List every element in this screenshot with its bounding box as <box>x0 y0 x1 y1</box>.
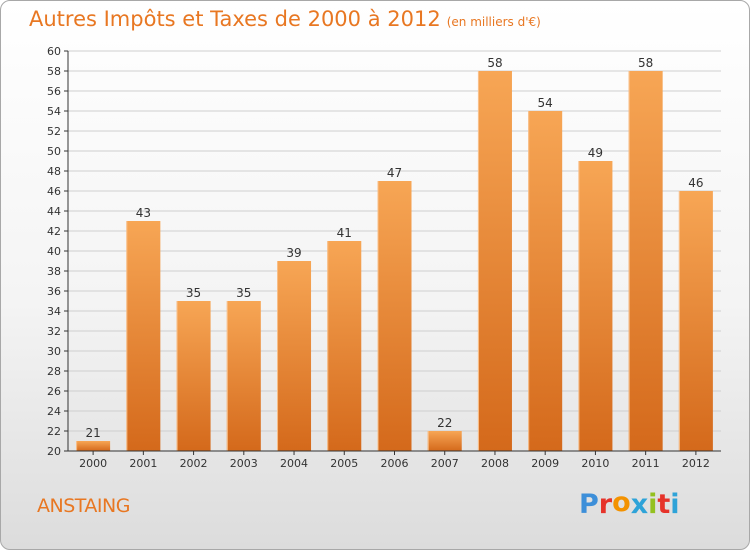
y-tick-label: 52 <box>47 125 61 138</box>
data-label-2004: 39 <box>286 246 301 260</box>
y-tick-label: 58 <box>47 65 61 78</box>
bars <box>76 71 713 451</box>
y-tick-label: 20 <box>47 445 61 458</box>
y-tick-label: 26 <box>47 385 61 398</box>
data-label-2008: 58 <box>487 56 502 70</box>
x-tick-label-2008: 2008 <box>481 457 509 470</box>
x-tick-label-2005: 2005 <box>330 457 358 470</box>
data-labels: 21 43 35 35 39 41 47 22 58 54 49 58 46 <box>85 56 703 440</box>
chart-title: Autres Impôts et Taxes de 2000 à 2012 (en… <box>29 7 541 31</box>
x-tick-label-2010: 2010 <box>581 457 609 470</box>
logo-letter: r <box>598 489 613 520</box>
x-tick-label-2002: 2002 <box>180 457 208 470</box>
x-tick-label-2012: 2012 <box>682 457 710 470</box>
x-tick-label-2006: 2006 <box>381 457 409 470</box>
bar-2012 <box>678 191 713 451</box>
data-label-2001: 43 <box>136 206 151 220</box>
bar-2004 <box>277 261 312 451</box>
y-tick-label: 48 <box>47 165 61 178</box>
bar-2005 <box>327 241 362 451</box>
bar-2010 <box>578 161 613 451</box>
logo-letter: o <box>612 487 631 518</box>
x-tick-label-2000: 2000 <box>79 457 107 470</box>
y-tick-label: 46 <box>47 185 61 198</box>
data-label-2000: 21 <box>85 426 100 440</box>
y-tick-label: 54 <box>47 105 61 118</box>
x-tick-label-2011: 2011 <box>632 457 660 470</box>
x-tick-label-2003: 2003 <box>230 457 258 470</box>
y-tick-label: 34 <box>47 305 61 318</box>
axes: 20 22 24 26 28 30 32 34 36 38 40 42 44 46 48 50 52 54 56 58… <box>47 45 721 470</box>
bar-2008 <box>477 71 512 451</box>
chart-title-text: Autres Impôts et Taxes de 2000 à 2012 <box>29 7 441 31</box>
y-tick-label: 44 <box>47 205 61 218</box>
logo-letter: i <box>648 489 658 520</box>
y-tick-label: 28 <box>47 365 61 378</box>
proxiti-logo: Proxiti <box>579 487 680 520</box>
y-tick-label: 32 <box>47 325 61 338</box>
bar-2011 <box>628 71 663 451</box>
y-tick-label: 56 <box>47 85 61 98</box>
y-tick-label: 36 <box>47 285 61 298</box>
bar-2007 <box>427 431 462 451</box>
data-label-2009: 54 <box>538 96 553 110</box>
y-tick-label: 38 <box>47 265 61 278</box>
bar-2002 <box>176 301 211 451</box>
bar-2006 <box>377 181 412 451</box>
y-tick-label: 30 <box>47 345 61 358</box>
bar-2003 <box>226 301 261 451</box>
y-tick-label: 40 <box>47 245 61 258</box>
x-tick-label-2007: 2007 <box>431 457 459 470</box>
logo-letter: x <box>630 489 649 520</box>
chart-subtitle: (en milliers d'€) <box>446 15 541 29</box>
logo-letter: P <box>579 489 599 520</box>
bar-2009 <box>528 111 563 451</box>
y-tick-label: 22 <box>47 425 61 438</box>
y-tick-label: 42 <box>47 225 61 238</box>
commune-name: ANSTAING <box>37 495 130 517</box>
x-tick-label-2001: 2001 <box>129 457 157 470</box>
y-tick-label: 60 <box>47 45 61 58</box>
data-label-2011: 58 <box>638 56 653 70</box>
data-label-2010: 49 <box>588 146 603 160</box>
y-tick-label: 50 <box>47 145 61 158</box>
data-label-2002: 35 <box>186 286 201 300</box>
y-tick-label: 24 <box>47 405 61 418</box>
data-label-2003: 35 <box>236 286 251 300</box>
data-label-2006: 47 <box>387 166 402 180</box>
bar-2000 <box>76 441 111 451</box>
x-tick-label-2009: 2009 <box>531 457 559 470</box>
logo-letter: t <box>657 489 671 520</box>
bar-2001 <box>126 221 161 451</box>
logo-letter: i <box>670 489 680 520</box>
x-tick-label-2004: 2004 <box>280 457 308 470</box>
data-label-2005: 41 <box>337 226 352 240</box>
data-label-2007: 22 <box>437 416 452 430</box>
data-label-2012: 46 <box>688 176 703 190</box>
